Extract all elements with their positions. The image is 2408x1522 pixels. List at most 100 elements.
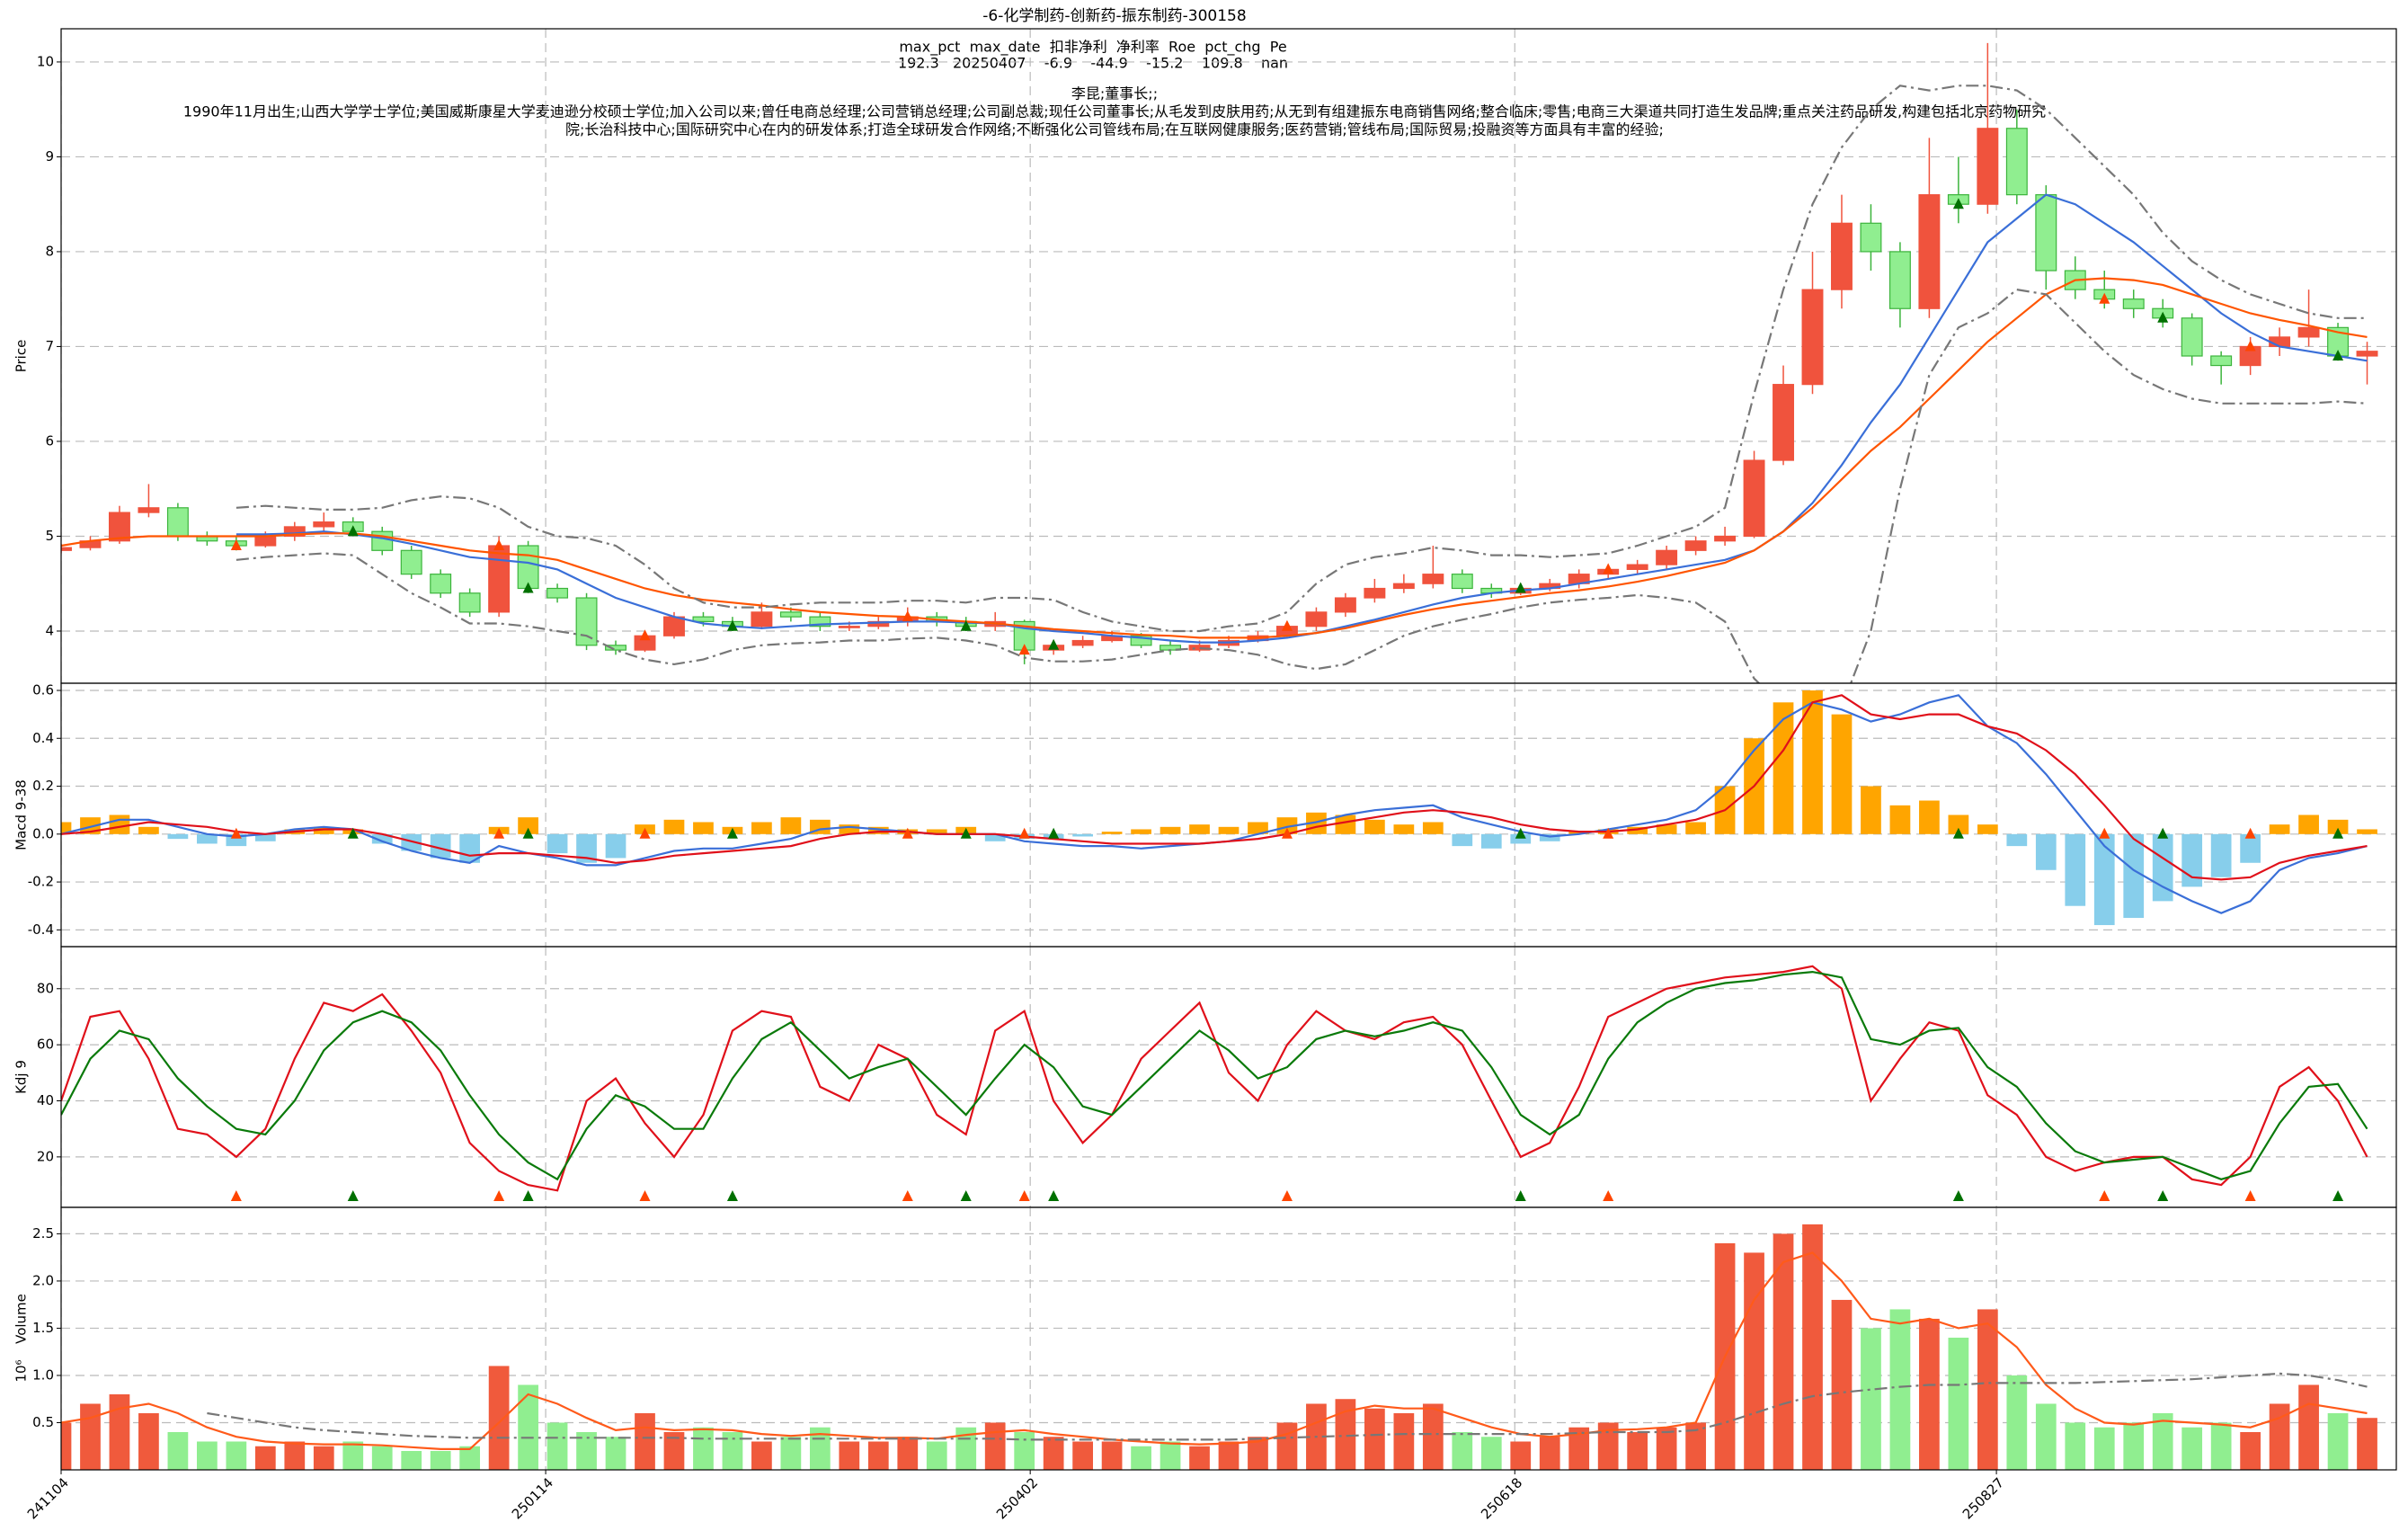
- bar: [1189, 824, 1210, 834]
- bar: [1802, 690, 1823, 834]
- bar: [1627, 1431, 1648, 1470]
- candle-body: [809, 616, 831, 627]
- bar: [1335, 814, 1356, 834]
- bar: [1773, 702, 1794, 834]
- y-tick-label: 0.0: [32, 825, 54, 841]
- y-tick-label: 0.6: [32, 681, 54, 698]
- bar: [2093, 833, 2115, 926]
- bar: [839, 824, 860, 834]
- signal-marker: [902, 827, 913, 839]
- bar: [342, 1441, 364, 1470]
- bar: [1248, 822, 1268, 834]
- bar: [61, 1422, 72, 1470]
- y-tick-label: 20: [37, 1148, 54, 1164]
- signal-marker: [1603, 1190, 1614, 1201]
- signal-marker: [230, 1190, 242, 1201]
- bar: [1480, 833, 1502, 849]
- candle-body: [138, 507, 160, 513]
- bar: [1131, 829, 1151, 834]
- bar: [488, 1366, 510, 1470]
- candle-body: [1656, 549, 1678, 565]
- bar: [1218, 1441, 1240, 1470]
- panel: [61, 1207, 2396, 1470]
- candle-body: [2122, 298, 2145, 309]
- y-tick-label: -0.4: [28, 921, 54, 938]
- bar: [722, 1431, 743, 1470]
- bar: [1452, 1431, 1473, 1470]
- bar: [751, 1441, 772, 1470]
- x-tick-label: 250618: [1478, 1474, 1525, 1522]
- bar: [2123, 833, 2145, 919]
- bar: [2065, 833, 2086, 906]
- bar: [2327, 819, 2349, 834]
- bar: [2269, 824, 2290, 834]
- signal-marker: [1515, 827, 1526, 839]
- bar: [984, 833, 1006, 841]
- y-tick-label: 80: [37, 980, 54, 996]
- y-axis-label: Volume: [13, 1294, 30, 1344]
- y-axis-label: Kdj 9: [13, 1060, 30, 1094]
- bar: [2123, 1422, 2145, 1470]
- panel-frame: [60, 1206, 2397, 1471]
- candle-body: [166, 507, 189, 538]
- bio-line: 1990年11月出生;山西大学学士学位;美国威斯康星大学麦迪逊分校硕士学位;加入…: [183, 103, 2046, 120]
- signal-marker: [493, 827, 505, 839]
- signal-marker: [1281, 619, 1293, 631]
- candle-body: [605, 645, 626, 651]
- bar: [926, 829, 947, 834]
- candle-body: [1684, 540, 1707, 551]
- bar: [109, 814, 130, 834]
- series-line: [61, 965, 2368, 1192]
- x-tick-label: 250827: [1959, 1474, 2007, 1522]
- candle-body: [2005, 128, 2028, 196]
- bar: [1919, 1318, 1940, 1470]
- signal-marker: [2332, 827, 2344, 839]
- bar: [1364, 1408, 1385, 1470]
- bar: [1101, 1441, 1123, 1470]
- bar: [2298, 814, 2319, 834]
- bar: [313, 826, 334, 834]
- candle-body: [692, 616, 715, 623]
- bar: [459, 1446, 481, 1470]
- bar: [1656, 824, 1677, 834]
- bar: [2357, 1418, 2377, 1470]
- signal-marker: [1048, 827, 1060, 839]
- bar: [138, 1412, 159, 1470]
- bar: [1189, 1446, 1210, 1470]
- bar: [254, 833, 276, 841]
- signal-marker: [639, 1190, 651, 1201]
- candle-body: [1188, 645, 1211, 651]
- bar: [2093, 1427, 2115, 1470]
- bar: [1393, 824, 1415, 834]
- bar: [1539, 833, 1560, 841]
- candle-body: [371, 530, 394, 551]
- bar: [2181, 833, 2203, 887]
- candle-body: [1451, 574, 1473, 590]
- signal-marker: [1048, 1190, 1060, 1201]
- candle-body: [838, 626, 860, 628]
- bar: [2035, 1403, 2057, 1470]
- bar: [1889, 805, 1911, 834]
- y-tick-label: 10: [37, 53, 54, 69]
- bar: [576, 833, 597, 863]
- bar: [2152, 1412, 2173, 1470]
- signal-marker: [960, 1190, 972, 1201]
- signal-marker: [493, 539, 505, 551]
- bar: [167, 1431, 189, 1470]
- bar: [1831, 714, 1853, 834]
- signal-marker: [1018, 1190, 1030, 1201]
- candle-body: [2035, 194, 2057, 271]
- signal-marker: [2244, 1190, 2256, 1201]
- bar: [2181, 1427, 2203, 1470]
- panel: [61, 947, 2396, 1207]
- bar: [2327, 1412, 2349, 1470]
- bar: [663, 1431, 685, 1470]
- signal-marker: [522, 582, 534, 593]
- bar: [1014, 1431, 1035, 1470]
- bar: [1510, 1441, 1532, 1470]
- candle-body: [1305, 611, 1328, 627]
- candle-body: [1334, 597, 1356, 613]
- bar: [2240, 1431, 2261, 1470]
- series-line: [207, 1372, 2368, 1441]
